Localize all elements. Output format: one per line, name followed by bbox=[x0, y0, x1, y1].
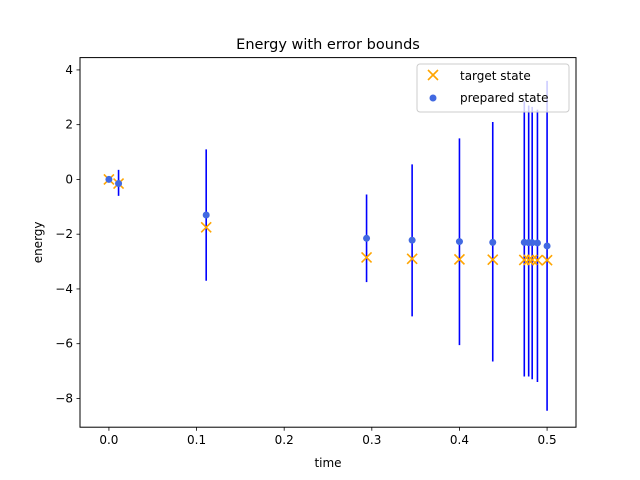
target-state-point bbox=[531, 254, 544, 266]
y-axis-label: energy bbox=[31, 221, 45, 263]
x-axis: 0.0 0.1 0.2 0.3 0.4 0.5 bbox=[99, 427, 557, 447]
y-tick-label: 2 bbox=[65, 118, 73, 132]
x-tick-label: 0.5 bbox=[538, 433, 557, 447]
x-tick-label: 0.3 bbox=[362, 433, 381, 447]
y-tick-label: −2 bbox=[55, 227, 73, 241]
chart-title: Energy with error bounds bbox=[236, 37, 420, 53]
x-tick-label: 0.0 bbox=[99, 433, 118, 447]
legend-x-marker bbox=[427, 69, 439, 81]
prepared-state-point bbox=[363, 234, 371, 242]
y-tick-label: −8 bbox=[55, 391, 73, 405]
target-state-point bbox=[406, 253, 418, 265]
legend-label-target-state: target state bbox=[460, 69, 531, 83]
x-tick-label: 0.2 bbox=[275, 433, 294, 447]
legend-label-prepared-state: prepared state bbox=[460, 91, 549, 105]
legend-box bbox=[416, 63, 570, 113]
target-state-point bbox=[541, 254, 553, 266]
prepared-state-point bbox=[455, 238, 463, 246]
prepared-state-point bbox=[105, 175, 113, 183]
prepared-state-point bbox=[115, 180, 123, 188]
y-tick-label: −4 bbox=[55, 282, 73, 296]
prepared-state-point bbox=[533, 239, 541, 247]
target-state-point bbox=[200, 221, 212, 233]
prepared-state-point bbox=[408, 236, 416, 244]
prepared-state-point bbox=[543, 242, 551, 250]
prepared-state-point bbox=[528, 239, 536, 247]
target-state-point bbox=[518, 254, 530, 266]
axes-frame bbox=[79, 57, 577, 428]
target-state-point bbox=[523, 254, 535, 266]
y-axis: −8 −6 −4 −2 0 2 4 bbox=[55, 63, 80, 405]
target-state-point bbox=[453, 253, 466, 265]
prepared-state-point bbox=[202, 211, 210, 219]
plot-area bbox=[103, 80, 553, 411]
y-tick-label: −6 bbox=[55, 337, 73, 351]
prepared-state-point bbox=[489, 238, 497, 246]
legend: target state prepared state bbox=[416, 63, 570, 113]
target-state-point bbox=[360, 251, 373, 264]
x-tick-label: 0.4 bbox=[450, 433, 469, 447]
y-tick-label: 0 bbox=[65, 172, 73, 186]
x-tick-label: 0.1 bbox=[187, 433, 206, 447]
x-axis-label: time bbox=[314, 456, 341, 470]
legend-dot-marker bbox=[429, 94, 437, 102]
target-state-point bbox=[487, 254, 499, 266]
target-state-point bbox=[526, 254, 538, 266]
y-tick-label: 4 bbox=[65, 63, 73, 77]
